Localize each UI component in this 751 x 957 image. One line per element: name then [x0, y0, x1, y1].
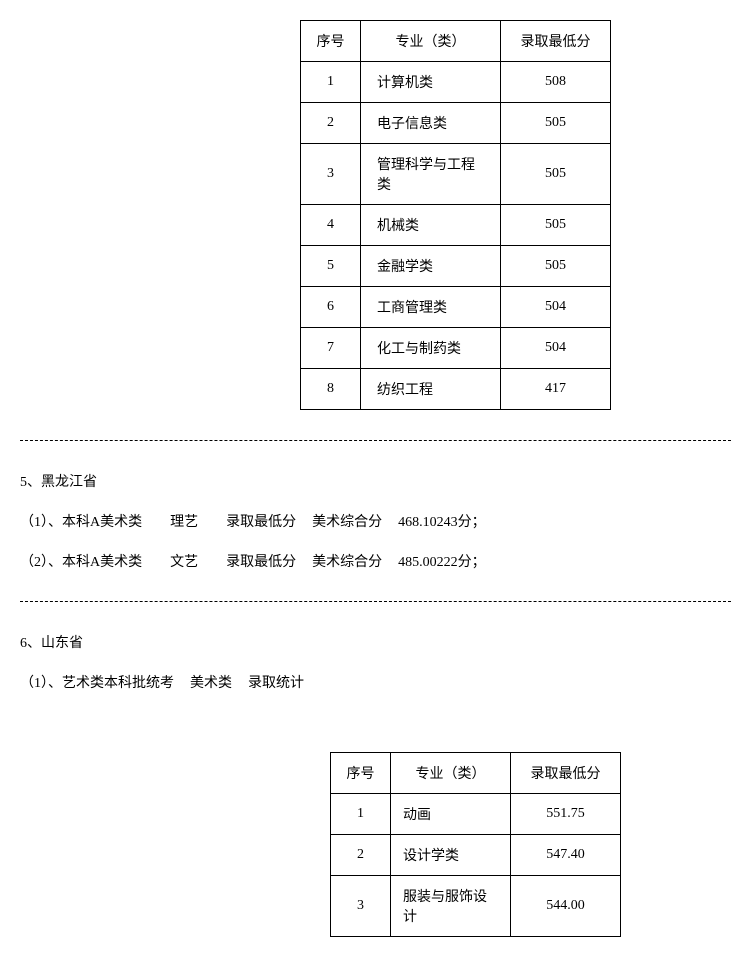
- cell-score: 505: [501, 103, 611, 144]
- table-row: 2 设计学类 547.40: [331, 835, 621, 876]
- cell-seq: 1: [301, 62, 361, 103]
- cell-major: 动画: [391, 794, 511, 835]
- cell-seq: 5: [301, 246, 361, 287]
- section-6-title: 6、山东省: [20, 632, 731, 652]
- cell-seq: 2: [301, 103, 361, 144]
- table-row: 1 动画 551.75: [331, 794, 621, 835]
- line-score: 468.10243分；: [398, 515, 486, 530]
- cell-major: 管理科学与工程类: [361, 144, 501, 205]
- cell-score: 417: [501, 369, 611, 410]
- cell-major: 计算机类: [361, 62, 501, 103]
- cell-major: 工商管理类: [361, 287, 501, 328]
- cell-score: 504: [501, 328, 611, 369]
- table-row: 7 化工与制药类 504: [301, 328, 611, 369]
- line-type: 理艺: [170, 515, 198, 530]
- line-label: 录取统计: [248, 676, 304, 691]
- line-type: 文艺: [170, 555, 198, 570]
- cell-major: 金融学类: [361, 246, 501, 287]
- line-category: 美术综合分: [312, 555, 382, 570]
- table-row: 5 金融学类 505: [301, 246, 611, 287]
- section-6-line-1: （1）、艺术类本科批统考 美术类 录取统计: [20, 672, 731, 692]
- table-row: 1 计算机类 508: [301, 62, 611, 103]
- cell-score: 504: [501, 287, 611, 328]
- cell-major: 化工与制药类: [361, 328, 501, 369]
- cell-major: 纺织工程: [361, 369, 501, 410]
- header-seq: 序号: [331, 753, 391, 794]
- line-prefix: （1）、艺术类本科批统考: [20, 676, 174, 691]
- header-seq: 序号: [301, 21, 361, 62]
- cell-seq: 2: [331, 835, 391, 876]
- cell-major: 设计学类: [391, 835, 511, 876]
- cell-score: 505: [501, 205, 611, 246]
- divider: [20, 440, 731, 441]
- cell-score: 508: [501, 62, 611, 103]
- section-5-title: 5、黑龙江省: [20, 471, 731, 491]
- table-header-row: 序号 专业（类） 录取最低分: [331, 753, 621, 794]
- section-5-line-1: （1）、本科A美术类 理艺 录取最低分 美术综合分 468.10243分；: [20, 511, 731, 531]
- line-type: 美术类: [190, 676, 232, 691]
- majors-table-1: 序号 专业（类） 录取最低分 1 计算机类 508 2 电子信息类 505 3 …: [300, 20, 611, 410]
- cell-seq: 3: [331, 876, 391, 937]
- line-label: 录取最低分: [226, 555, 296, 570]
- cell-major: 服装与服饰设计: [391, 876, 511, 937]
- table-header-row: 序号 专业（类） 录取最低分: [301, 21, 611, 62]
- cell-score: 551.75: [511, 794, 621, 835]
- header-score: 录取最低分: [511, 753, 621, 794]
- line-score: 485.00222分；: [398, 555, 486, 570]
- table-row: 6 工商管理类 504: [301, 287, 611, 328]
- cell-score: 505: [501, 246, 611, 287]
- header-major: 专业（类）: [391, 753, 511, 794]
- table-row: 3 管理科学与工程类 505: [301, 144, 611, 205]
- cell-major: 机械类: [361, 205, 501, 246]
- cell-score: 544.00: [511, 876, 621, 937]
- table-row: 2 电子信息类 505: [301, 103, 611, 144]
- header-score: 录取最低分: [501, 21, 611, 62]
- table-row: 8 纺织工程 417: [301, 369, 611, 410]
- cell-score: 505: [501, 144, 611, 205]
- table-row: 4 机械类 505: [301, 205, 611, 246]
- cell-seq: 3: [301, 144, 361, 205]
- line-label: 录取最低分: [226, 515, 296, 530]
- cell-seq: 6: [301, 287, 361, 328]
- cell-seq: 4: [301, 205, 361, 246]
- cell-major: 电子信息类: [361, 103, 501, 144]
- header-major: 专业（类）: [361, 21, 501, 62]
- line-prefix: （2）、本科A美术类: [20, 555, 142, 570]
- cell-seq: 1: [331, 794, 391, 835]
- divider: [20, 601, 731, 602]
- line-prefix: （1）、本科A美术类: [20, 515, 142, 530]
- majors-table-2: 序号 专业（类） 录取最低分 1 动画 551.75 2 设计学类 547.40…: [330, 752, 621, 937]
- cell-score: 547.40: [511, 835, 621, 876]
- section-5-line-2: （2）、本科A美术类 文艺 录取最低分 美术综合分 485.00222分；: [20, 551, 731, 571]
- table-row: 3 服装与服饰设计 544.00: [331, 876, 621, 937]
- line-category: 美术综合分: [312, 515, 382, 530]
- cell-seq: 7: [301, 328, 361, 369]
- cell-seq: 8: [301, 369, 361, 410]
